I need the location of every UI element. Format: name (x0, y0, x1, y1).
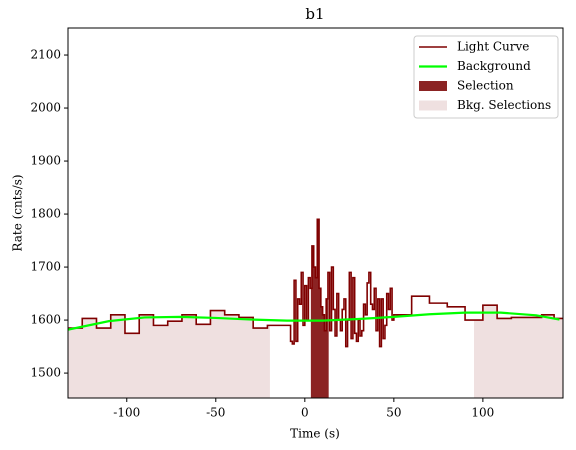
legend-label: Light Curve (457, 40, 529, 54)
y-tick-label: 1600 (30, 313, 61, 327)
plot-frame (67, 27, 564, 399)
x-tick-label: 0 (301, 406, 309, 420)
x-axis-label: Time (s) (290, 427, 340, 441)
y-tick-label: 1700 (30, 260, 61, 274)
x-tick-label: -100 (113, 406, 140, 420)
bkg-selection-area (473, 305, 563, 398)
selection-area (310, 219, 329, 398)
y-axis-label: Rate (cnts/s) (11, 174, 25, 251)
x-tick-label: 50 (386, 406, 401, 420)
legend-box (413, 35, 559, 119)
legend-label: Background (457, 59, 531, 73)
y-tick-label: 1900 (30, 154, 61, 168)
x-tick-label: 100 (471, 406, 494, 420)
legend-swatch (419, 81, 447, 91)
legend-swatch (419, 100, 447, 111)
bkg-selection-area (68, 310, 270, 398)
y-tick-label: 1800 (30, 207, 61, 221)
x-tick-label: -50 (206, 406, 225, 420)
legend-label: Bkg. Selections (457, 98, 551, 112)
background-curve (68, 311, 560, 331)
y-tick-label: 1500 (30, 366, 61, 380)
plot-area (68, 218, 563, 398)
chart-title: b1 (305, 5, 324, 23)
legend: Light Curve Background Selection Bkg. Selec… (413, 35, 559, 119)
legend-label: Selection (457, 79, 514, 93)
y-tick-label: 2000 (30, 101, 61, 115)
light-curve (68, 218, 563, 348)
y-tick-label: 2100 (30, 48, 61, 62)
